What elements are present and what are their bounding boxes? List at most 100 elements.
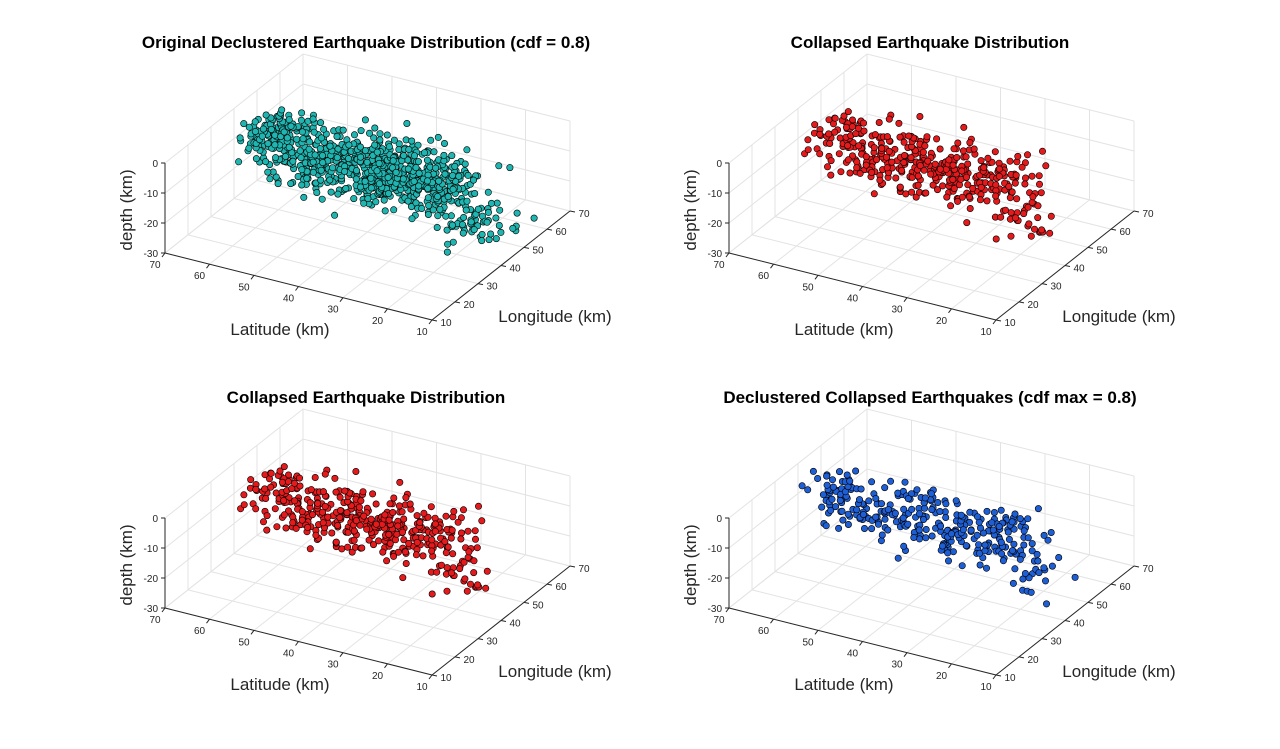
earthquake-point [384,174,392,182]
earthquake-point [338,545,346,553]
earthquake-point [431,527,439,535]
grid-line [728,468,1135,579]
earthquake-point [437,561,445,569]
earthquake-point [938,542,946,550]
earthquake-point [336,513,344,521]
earthquake-point [859,510,867,518]
z-tick-label: -10 [144,189,159,200]
earthquake-point [1007,232,1015,240]
earthquake-point [415,182,423,190]
earthquake-point [1071,573,1079,581]
earthquake-point [381,207,389,215]
earthquake-point [361,177,369,185]
earthquake-point [459,229,467,237]
earthquake-point [379,548,387,556]
earthquake-point [933,135,941,143]
earthquake-point [280,128,288,136]
earthquake-point [964,181,972,189]
grid-line [164,498,571,609]
earthquake-point [1037,189,1045,197]
earthquake-point [853,164,861,172]
earthquake-point [443,248,451,256]
grid-line [728,143,1135,254]
y-tick-label: 20 [463,655,475,666]
earthquake-point [285,143,293,151]
earthquake-point [398,528,406,536]
earthquake-point [844,520,852,528]
grid-line [728,498,1135,609]
earthquake-point [427,503,435,511]
earthquake-point [1020,210,1028,218]
earthquake-point [876,176,884,184]
x-tick-mark [250,275,255,280]
earthquake-point [827,157,835,165]
earthquake-point [251,118,259,126]
earthquake-point [240,120,248,128]
earthquake-point [884,526,892,534]
earthquake-point [965,193,973,201]
earthquake-point [383,131,391,139]
earthquake-point [350,536,358,544]
earthquake-point [386,539,394,547]
earthquake-point [1021,569,1029,577]
x-tick-mark [770,263,774,269]
earthquake-point [444,543,452,551]
earthquake-point [375,159,383,167]
earthquake-point [492,235,500,243]
grid-line [210,571,479,640]
earthquake-point [966,508,974,516]
earthquake-point [365,129,373,137]
earthquake-point [1042,577,1050,585]
earthquake-point [470,557,478,565]
earthquake-point [262,158,270,166]
earthquake-point [482,584,490,592]
earthquake-point [995,165,1003,173]
earthquake-point [263,526,271,534]
earthquake-point [420,149,428,157]
earthquake-point [363,525,371,533]
earthquake-point [326,176,334,184]
x-tick-mark [384,663,388,669]
earthquake-point [434,212,442,220]
y-tick-label: 50 [1096,245,1108,256]
earthquake-point [484,208,492,216]
earthquake-point [831,128,839,136]
earthquake-point [1035,569,1043,577]
earthquake-point [470,569,478,577]
earthquake-point [416,519,424,527]
earthquake-point [959,147,967,155]
earthquake-point [342,185,350,193]
earthquake-point [298,516,306,524]
grid-line [751,234,1020,303]
earthquake-point [1043,600,1051,608]
earthquake-point [506,164,514,172]
earthquake-point [264,168,272,176]
earthquake-point [816,150,824,158]
earthquake-point [936,145,944,153]
earthquake-point [454,518,462,526]
x-tick-mark [725,607,730,613]
earthquake-point [291,497,299,505]
earthquake-point [836,496,844,504]
earthquake-point [852,467,860,475]
earthquake-point [466,580,474,588]
earthquake-point [440,140,448,148]
earthquake-point [309,115,317,123]
earthquake-point [310,128,318,136]
earthquake-point [385,530,393,538]
earthquake-point [432,164,440,172]
earthquake-point [474,502,482,510]
earthquake-point [278,478,286,486]
earthquake-point [305,145,313,153]
earthquake-point [495,162,503,170]
earthquake-point [471,527,479,535]
earthquake-point [1035,172,1043,180]
earthquake-point [353,167,361,175]
grid-line [797,198,1066,266]
earthquake-point [298,128,306,136]
earthquake-point [434,133,442,141]
x-tick-label: 60 [194,626,206,637]
y-tick-label: 50 [532,245,544,256]
earthquake-point [1028,547,1036,555]
